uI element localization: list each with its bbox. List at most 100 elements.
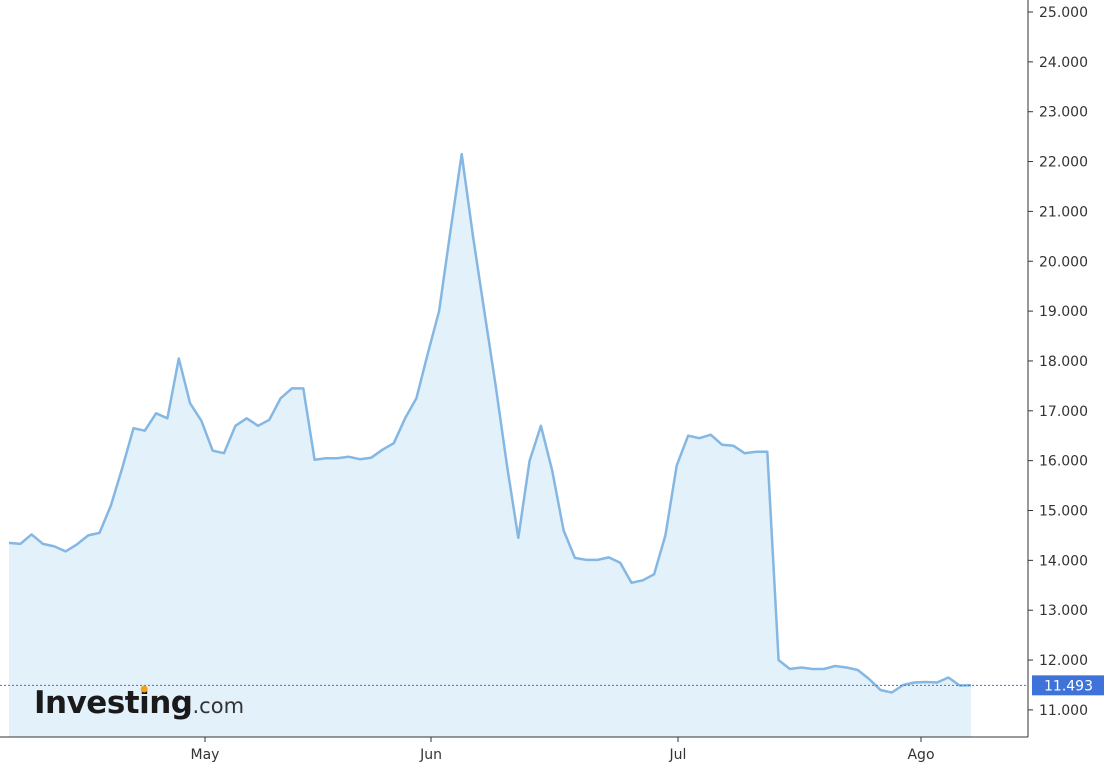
y-tick-label: 19.000 bbox=[1039, 304, 1088, 320]
data-point bbox=[913, 681, 916, 684]
y-tick-label: 25.000 bbox=[1039, 5, 1088, 21]
last-value-badge-background bbox=[1032, 675, 1104, 696]
y-tick-label: 24.000 bbox=[1039, 55, 1088, 71]
data-point bbox=[200, 419, 203, 422]
data-point bbox=[709, 433, 712, 436]
data-point bbox=[755, 450, 758, 453]
data-point bbox=[924, 681, 927, 684]
data-point bbox=[653, 573, 656, 576]
last-value-badge: 11.493 bbox=[1032, 675, 1104, 696]
data-point bbox=[562, 529, 565, 532]
data-point bbox=[415, 397, 418, 400]
data-point bbox=[121, 467, 124, 470]
data-point bbox=[143, 429, 146, 432]
data-point bbox=[8, 541, 11, 544]
data-point bbox=[19, 542, 22, 545]
data-point bbox=[528, 459, 531, 462]
y-tick-label: 15.000 bbox=[1039, 504, 1088, 520]
data-point bbox=[177, 357, 180, 360]
data-point bbox=[98, 531, 101, 534]
data-point bbox=[777, 659, 780, 662]
data-point bbox=[426, 352, 429, 355]
area-fill bbox=[9, 154, 971, 738]
data-point bbox=[234, 424, 237, 427]
data-point bbox=[370, 456, 373, 459]
data-point bbox=[75, 543, 78, 546]
data-point bbox=[223, 452, 226, 455]
data-point bbox=[483, 310, 486, 313]
data-point bbox=[155, 412, 158, 415]
data-point bbox=[132, 427, 135, 430]
y-tick-label: 22.000 bbox=[1039, 155, 1088, 171]
y-tick-label: 13.000 bbox=[1039, 603, 1088, 619]
data-point bbox=[845, 666, 848, 669]
y-axis-ticks: 11.000 12.000 13.000 14.000 15.000 16.000 17.0… bbox=[1028, 5, 1088, 719]
data-point bbox=[596, 558, 599, 561]
data-point bbox=[438, 310, 441, 313]
x-tick-label: Jun bbox=[419, 747, 442, 763]
data-point bbox=[109, 504, 112, 507]
data-point bbox=[687, 434, 690, 437]
data-point bbox=[641, 579, 644, 582]
data-point bbox=[392, 442, 395, 445]
data-point bbox=[449, 230, 452, 233]
data-point bbox=[313, 458, 316, 461]
x-tick-label: Jul bbox=[669, 747, 687, 763]
data-point bbox=[472, 235, 475, 238]
data-point bbox=[404, 417, 407, 420]
y-tick-label: 17.000 bbox=[1039, 404, 1088, 420]
data-point bbox=[936, 681, 939, 684]
y-tick-label: 20.000 bbox=[1039, 254, 1088, 270]
y-tick-label: 12.000 bbox=[1039, 653, 1088, 669]
data-point bbox=[868, 678, 871, 681]
y-tick-label: 14.000 bbox=[1039, 553, 1088, 569]
y-tick-label: 23.000 bbox=[1039, 105, 1088, 121]
y-tick-label: 18.000 bbox=[1039, 354, 1088, 370]
data-point bbox=[347, 455, 350, 458]
data-point bbox=[290, 387, 293, 390]
data-point bbox=[53, 545, 56, 548]
data-point bbox=[30, 533, 33, 536]
data-point bbox=[607, 556, 610, 559]
data-point bbox=[766, 450, 769, 453]
data-point bbox=[721, 443, 724, 446]
data-point bbox=[664, 534, 667, 537]
data-point bbox=[732, 444, 735, 447]
series-line bbox=[8, 152, 972, 694]
data-point bbox=[302, 387, 305, 390]
x-tick-label: May bbox=[191, 747, 220, 763]
data-point bbox=[800, 666, 803, 669]
data-point bbox=[675, 464, 678, 467]
data-point bbox=[358, 458, 361, 461]
data-point bbox=[585, 558, 588, 561]
data-point bbox=[189, 402, 192, 405]
data-point bbox=[890, 691, 893, 694]
data-point bbox=[166, 417, 169, 420]
data-point bbox=[743, 452, 746, 455]
data-point bbox=[517, 536, 520, 539]
y-tick-label: 11.000 bbox=[1039, 703, 1088, 719]
data-point bbox=[947, 676, 950, 679]
data-point bbox=[268, 418, 271, 421]
data-point bbox=[324, 457, 327, 460]
investing-logo: Investing.com bbox=[34, 685, 244, 721]
data-point bbox=[279, 397, 282, 400]
data-point bbox=[856, 669, 859, 672]
data-point bbox=[879, 689, 882, 692]
data-point bbox=[551, 469, 554, 472]
x-tick-label: Ago bbox=[907, 747, 934, 763]
investing-logo-text: Investing.com bbox=[34, 685, 244, 721]
data-point bbox=[460, 153, 463, 156]
y-tick-label: 16.000 bbox=[1039, 454, 1088, 470]
plot-area bbox=[8, 152, 972, 738]
data-point bbox=[630, 581, 633, 584]
data-point bbox=[539, 424, 542, 427]
last-value-label: 11.493 bbox=[1044, 678, 1093, 694]
data-point bbox=[822, 668, 825, 671]
y-tick-label: 21.000 bbox=[1039, 204, 1088, 220]
data-point bbox=[64, 550, 67, 553]
data-point bbox=[494, 384, 497, 387]
data-point bbox=[336, 457, 339, 460]
data-point bbox=[619, 561, 622, 564]
